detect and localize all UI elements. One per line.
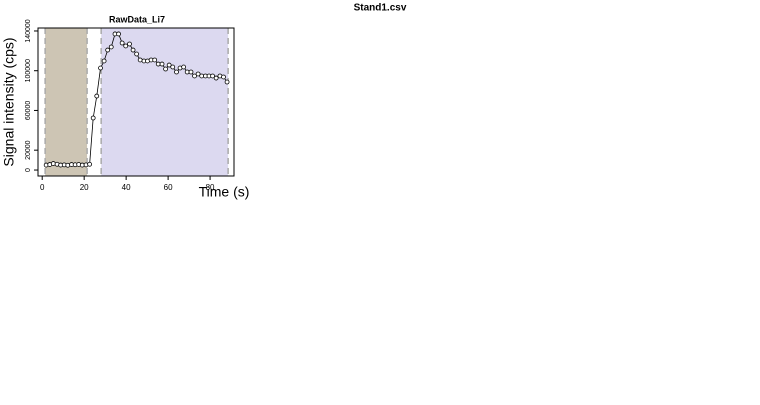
y-axis-label: Signal intensity (cps) xyxy=(1,37,17,166)
data-point xyxy=(166,62,172,68)
x-tick-label: 0 xyxy=(40,183,45,192)
data-point xyxy=(170,64,176,70)
y-tick-label: 0 xyxy=(25,168,32,172)
data-point xyxy=(210,73,215,79)
x-tick-label: 60 xyxy=(164,183,173,192)
plot-frame xyxy=(37,27,235,177)
data-point xyxy=(188,69,194,75)
x-tick-label: 80 xyxy=(206,183,215,192)
data-point xyxy=(224,79,230,85)
data-point xyxy=(101,58,107,64)
data-point xyxy=(123,43,129,49)
y-tick-label: 140000 xyxy=(25,19,32,42)
data-point xyxy=(116,31,121,37)
data-point xyxy=(192,73,197,79)
data-point xyxy=(90,115,96,121)
y-tick-label: 20000 xyxy=(25,140,32,160)
data-point xyxy=(130,47,136,53)
data-point xyxy=(181,64,187,70)
x-axis-label: Time (s) xyxy=(199,184,250,200)
data-point xyxy=(159,61,165,67)
y-tick-label: 60000 xyxy=(25,101,32,121)
data-point xyxy=(137,57,143,63)
data-point xyxy=(98,65,103,71)
data-point xyxy=(94,93,100,99)
data-point xyxy=(50,161,56,166)
data-point xyxy=(195,71,201,77)
data-point xyxy=(221,74,226,80)
page-title: Stand1.csv xyxy=(354,3,407,14)
y-tick-label: 100000 xyxy=(25,59,32,82)
data-point xyxy=(134,51,140,57)
data-point xyxy=(127,41,132,47)
data-point xyxy=(174,69,179,75)
data-point xyxy=(213,75,219,81)
x-tick-label: 20 xyxy=(80,183,89,192)
region xyxy=(45,28,88,176)
data-point xyxy=(108,44,114,50)
data-point xyxy=(119,40,125,46)
chart-title: RawData_Li7 xyxy=(109,14,165,24)
region xyxy=(101,28,229,176)
data-point xyxy=(152,57,158,63)
data-point xyxy=(163,66,168,72)
x-tick-label: 40 xyxy=(122,183,131,192)
data-point xyxy=(105,47,111,53)
data-point xyxy=(87,161,93,167)
data-point xyxy=(65,162,71,168)
